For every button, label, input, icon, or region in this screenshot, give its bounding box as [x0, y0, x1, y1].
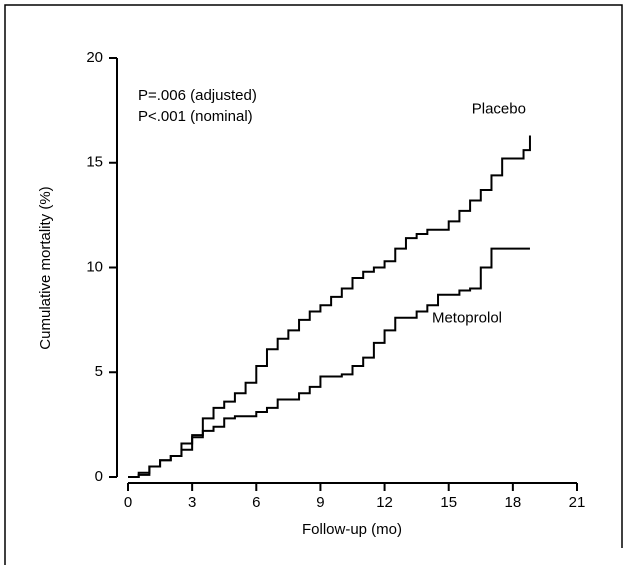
x-tick-label: 9 — [316, 494, 324, 511]
y-axis-title: Cumulative mortality (%) — [37, 186, 54, 349]
series-label: Placebo — [472, 100, 526, 117]
y-tick-label: 5 — [95, 363, 103, 380]
x-axis-title: Follow-up (mo) — [302, 521, 402, 538]
series-label: Metoprolol — [432, 310, 502, 327]
x-tick-label: 21 — [569, 494, 586, 511]
x-tick-label: 6 — [252, 494, 260, 511]
y-tick-label: 10 — [86, 258, 103, 275]
step-line — [128, 247, 530, 478]
y-tick-label: 0 — [95, 468, 103, 485]
x-tick-label: 15 — [440, 494, 457, 511]
y-tick-label: 20 — [86, 49, 103, 66]
x-tick-label: 18 — [505, 494, 522, 511]
y-tick-label: 15 — [86, 154, 103, 171]
annotation: P<.001 (nominal) — [138, 108, 253, 125]
x-tick-label: 0 — [124, 494, 132, 511]
annotation: P=.006 (adjusted) — [138, 87, 257, 104]
x-tick-label: 12 — [376, 494, 393, 511]
frame — [4, 4, 623, 565]
x-tick-label: 3 — [188, 494, 196, 511]
step-line — [128, 135, 531, 478]
